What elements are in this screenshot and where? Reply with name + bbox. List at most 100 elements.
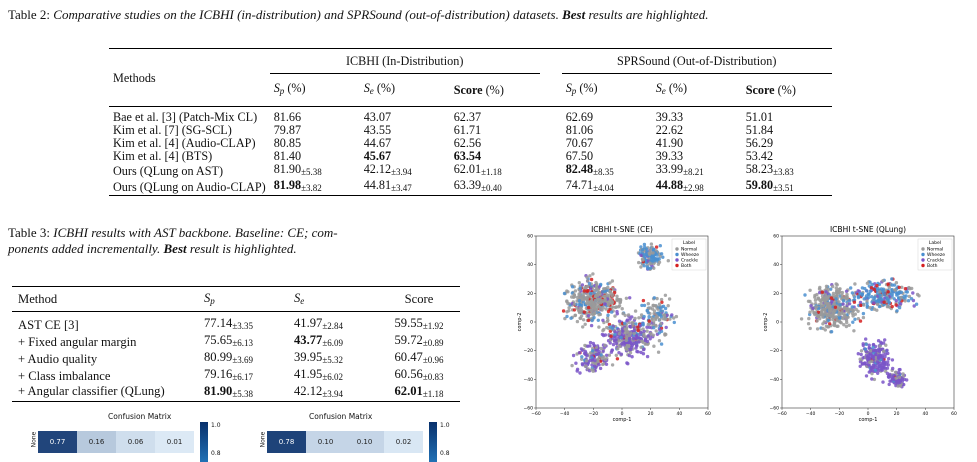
tsne-point xyxy=(581,300,586,304)
tsne-point xyxy=(597,313,601,317)
tsne-point xyxy=(844,289,849,293)
tsne-point xyxy=(663,333,667,337)
tsne-point xyxy=(617,305,621,309)
table2-value: 81.98 xyxy=(273,178,302,192)
tsne-plot-ce: ICBHI t-SNE (CE) −60 −40 −20 0 20 40 60 60 40 20 0 −… xyxy=(517,225,711,423)
tsne-point xyxy=(870,371,874,376)
table3-cell: 43.77±6.09 xyxy=(288,333,378,350)
tsne-legend-marker xyxy=(921,258,925,262)
tsne-point xyxy=(865,305,869,309)
tsne-point xyxy=(586,314,591,318)
table2-cell: 79.87 xyxy=(270,124,360,137)
tsne-point xyxy=(831,284,835,289)
confusion-matrix-2-colorbar xyxy=(429,422,437,462)
tsne-point xyxy=(642,314,646,319)
tsne-point xyxy=(641,321,645,326)
tsne-point xyxy=(645,325,649,329)
tsne-point xyxy=(640,303,644,308)
table2-cell: 44.81±3.47 xyxy=(360,179,450,196)
table3-method: + Fixed angular margin xyxy=(18,334,137,349)
tsne-point xyxy=(881,341,886,345)
tsne-point xyxy=(858,319,863,323)
table3-cell: 62.01±1.18 xyxy=(378,384,460,402)
tsne-point xyxy=(640,257,645,261)
tsne-legend-marker xyxy=(675,258,679,262)
table2-cell: 43.55 xyxy=(360,124,450,137)
tsne-point xyxy=(821,315,825,319)
tsne-point xyxy=(615,297,619,301)
tsne-point xyxy=(859,303,863,307)
tsne-point xyxy=(829,314,834,318)
tsne-xtick: −60 xyxy=(531,411,541,417)
tsne-point xyxy=(583,286,588,290)
tsne-point xyxy=(874,352,878,357)
tsne-point xyxy=(584,364,588,368)
tsne-point xyxy=(907,294,912,299)
tsne-point xyxy=(575,367,580,371)
tsne-point xyxy=(615,357,620,361)
table2-value: 81.90 xyxy=(273,162,302,176)
tsne-point xyxy=(587,281,592,286)
table3-value: 75.65 xyxy=(204,333,233,347)
tsne-point xyxy=(826,325,831,329)
table2-value: 81.40 xyxy=(273,149,302,163)
table3-cell: 59.55±1.92 xyxy=(378,312,460,334)
tsne-point xyxy=(619,335,623,340)
tsne-point xyxy=(899,290,904,294)
table2-value: 81.06 xyxy=(565,123,594,137)
tsne-point xyxy=(818,290,822,295)
tsne-point xyxy=(627,336,632,341)
tsne-point xyxy=(860,286,865,290)
tsne-point xyxy=(581,297,586,302)
tsne-point xyxy=(577,351,582,355)
tsne-point xyxy=(837,300,841,304)
tsne-point xyxy=(625,318,630,322)
confusion-cell: 0.10 xyxy=(345,431,384,453)
table3-value: 59.55 xyxy=(394,316,423,330)
tsne-point xyxy=(576,295,580,300)
table3-std: ±0.89 xyxy=(422,338,444,348)
tsne-point xyxy=(896,384,900,388)
tsne-point xyxy=(894,376,898,380)
tsne-point xyxy=(627,320,631,325)
table2-value: 59.80 xyxy=(745,178,774,192)
tsne-point xyxy=(652,344,656,348)
tsne-point xyxy=(630,355,634,359)
table2-header-sp1: Sp (%) xyxy=(273,81,306,97)
tsne-point xyxy=(599,282,603,287)
tsne-point xyxy=(642,242,647,247)
table2-label: Table 2: xyxy=(8,7,51,22)
tsne-point xyxy=(863,347,867,351)
tsne-point xyxy=(652,311,656,316)
tsne-ytick: 60 xyxy=(773,234,779,240)
table2-header-icbhi: ICBHI (In-Distribution) xyxy=(269,48,540,74)
table3-cell: 75.65±6.13 xyxy=(198,333,288,350)
tsne-point xyxy=(648,261,652,265)
table2-cell: 63.39±0.40 xyxy=(450,179,540,196)
tsne-point xyxy=(832,323,836,327)
tsne-point xyxy=(897,375,902,379)
tsne-point xyxy=(864,342,868,346)
tsne-point xyxy=(865,355,869,360)
tsne-point xyxy=(597,291,601,295)
tsne-point xyxy=(625,344,629,348)
tsne-point xyxy=(580,283,585,287)
tsne-point xyxy=(590,349,595,353)
table3-row: + Audio quality 80.99±3.69 39.95±5.32 60.47… xyxy=(12,350,460,367)
table2-std: ±3.83 xyxy=(773,167,794,177)
table2-header-sprsound: SPRSound (Out-of-Distribution) xyxy=(561,48,832,74)
tsne-point xyxy=(623,313,627,318)
tsne-ytick: 0 xyxy=(776,320,779,326)
tsne-point xyxy=(659,297,664,302)
tsne-point xyxy=(590,308,594,313)
tsne-point xyxy=(835,319,839,323)
table3-std: ±1.18 xyxy=(422,389,444,399)
tsne-xtick: 40 xyxy=(922,411,928,417)
tsne-point xyxy=(891,290,895,294)
tsne-point xyxy=(885,305,890,309)
table2-cell: 61.71 xyxy=(450,124,540,137)
confusion-matrix-1-colorbar xyxy=(200,422,208,462)
tsne-point xyxy=(829,287,833,291)
tsne-ytick: −20 xyxy=(770,348,780,354)
table3-caption-best: Best xyxy=(163,241,187,256)
